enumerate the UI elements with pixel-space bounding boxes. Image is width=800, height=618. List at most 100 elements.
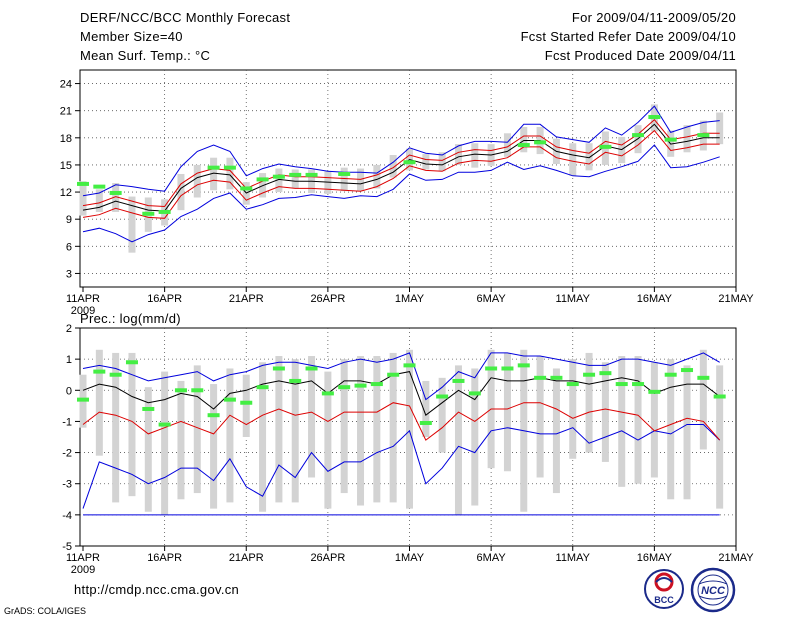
- precipitation-panel: -5 -4 -3 -2 -1 0 1 2 11APR 16APR 21APR 26APR 1MAY 6MA…: [62, 323, 754, 576]
- ensemble-box: [324, 371, 332, 509]
- x-tick-label: 16MAY: [637, 552, 673, 564]
- observed-marker: [223, 397, 236, 402]
- observed-marker: [142, 406, 155, 411]
- ensemble-box: [112, 352, 120, 503]
- ensemble-box: [373, 164, 381, 189]
- x-tick-label: 26APR: [310, 552, 345, 564]
- observed-marker: [240, 400, 253, 405]
- ensemble-box: [454, 365, 462, 515]
- observed-marker: [272, 366, 285, 371]
- observed-marker: [403, 363, 416, 368]
- y-tick-label: 18: [60, 133, 72, 145]
- ensemble-box: [699, 349, 707, 450]
- ensemble-box: [422, 380, 430, 437]
- observed-marker: [338, 171, 351, 176]
- observed-marker: [583, 372, 596, 377]
- ensemble-box: [193, 365, 201, 494]
- ensemble-box: [95, 189, 103, 212]
- ensemble-box: [536, 356, 544, 478]
- ensemble-box: [716, 112, 724, 145]
- x-year-label: 2009: [71, 305, 95, 317]
- observed-marker: [501, 366, 514, 371]
- observed-marker: [142, 211, 155, 216]
- ensemble-box: [340, 359, 348, 494]
- ensemble-box: [585, 143, 593, 171]
- observed-marker: [403, 160, 416, 165]
- y-tick-label: 15: [60, 160, 72, 172]
- x-tick-label: 26APR: [310, 293, 345, 305]
- ensemble-box: [308, 356, 316, 478]
- ensemble-box: [683, 125, 691, 153]
- observed-marker: [256, 177, 269, 182]
- ensemble-box: [406, 349, 413, 509]
- x-tick-label: 11APR: [66, 552, 100, 564]
- ensemble-box: [389, 154, 397, 178]
- ensemble-box: [520, 126, 528, 153]
- ensemble-box: [242, 374, 250, 437]
- observed-marker: [436, 394, 449, 399]
- series-line-upper: [82, 105, 720, 197]
- x-tick-label: 21MAY: [718, 552, 754, 564]
- x-tick-label: 11MAY: [556, 552, 591, 564]
- ensemble-box: [177, 173, 185, 211]
- series-line-lower: [82, 424, 721, 509]
- ensemble-box: [128, 352, 136, 497]
- observed-marker: [452, 378, 465, 383]
- y-tick-label: -3: [62, 479, 72, 491]
- ensemble-box: [716, 365, 724, 509]
- observed-marker: [305, 172, 318, 177]
- observed-marker: [615, 382, 628, 387]
- y-tick-label: 1: [66, 354, 72, 366]
- series-line-median: [82, 123, 720, 212]
- observed-marker: [370, 382, 383, 387]
- ensemble-box: [667, 359, 675, 500]
- observed-marker: [599, 371, 612, 376]
- x-tick-label: 16MAY: [637, 293, 673, 305]
- refer-date: Fcst Started Refer Date 2009/04/10: [521, 29, 736, 44]
- ensemble-box: [291, 359, 299, 503]
- y-tick-label: -1: [62, 416, 72, 428]
- x-tick-label: 16APR: [147, 552, 182, 564]
- observed-marker: [599, 144, 612, 149]
- ensemble-box: [503, 352, 511, 472]
- ensemble-box: [210, 384, 218, 509]
- x-tick-label: 11MAY: [556, 293, 591, 305]
- observed-marker: [93, 184, 106, 189]
- x-tick-label: 16APR: [147, 293, 182, 305]
- x-tick-label: 11APR: [66, 293, 100, 305]
- observed-marker: [697, 133, 710, 138]
- ensemble-box: [226, 157, 234, 190]
- observed-marker: [158, 209, 171, 214]
- temperature-panel: 3 6 9 12 15 18 21 24 11APR 16APR 21APR 26APR 1MAY 6MA…: [60, 69, 754, 317]
- observed-marker: [468, 391, 481, 396]
- ensemble-box: [471, 368, 479, 506]
- y-tick-label: -2: [62, 448, 72, 460]
- observed-marker: [338, 385, 351, 390]
- series-line-median: [82, 371, 721, 417]
- ncc-logo: NCC: [690, 567, 736, 613]
- observed-marker: [485, 366, 498, 371]
- y-tick-label: -4: [62, 510, 72, 522]
- observed-marker: [321, 391, 334, 396]
- observed-marker: [632, 382, 645, 387]
- x-tick-label: 6MAY: [477, 552, 507, 564]
- url-label: http://cmdp.ncc.cma.gov.cn: [74, 582, 239, 597]
- ensemble-box: [210, 157, 218, 191]
- observed-marker: [207, 413, 220, 418]
- ensemble-box: [438, 377, 446, 453]
- ensemble-box: [291, 169, 299, 189]
- ensemble-box: [340, 167, 348, 192]
- ensemble-box: [226, 368, 234, 503]
- observed-marker: [272, 174, 285, 179]
- ensemble-box: [161, 371, 169, 515]
- ensemble-box: [683, 365, 691, 500]
- y-tick-label: -5: [62, 541, 72, 553]
- ensemble-box: [275, 168, 283, 193]
- ensemble-box: [389, 352, 397, 503]
- ensemble-box: [454, 144, 462, 165]
- y-tick-label: 12: [60, 187, 72, 199]
- observed-marker: [517, 363, 530, 368]
- observed-marker: [289, 172, 302, 177]
- ensemble-box: [618, 356, 626, 487]
- bcc-logo: BCC: [644, 569, 684, 609]
